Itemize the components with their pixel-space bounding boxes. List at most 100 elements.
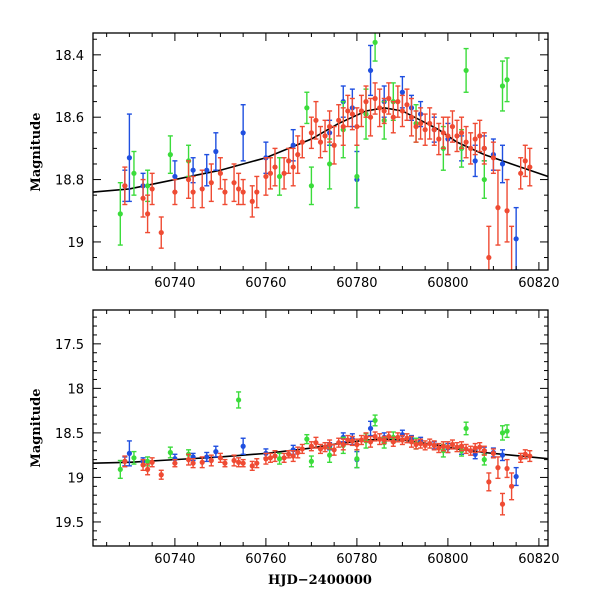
bottom-data-layer [93, 391, 548, 516]
top-x-tick-label: 60800 [427, 276, 468, 291]
bottom-series-2-point [249, 460, 255, 472]
bottom-series-1-point [499, 425, 506, 441]
top-y-tick-label: 18.6 [55, 111, 84, 126]
data-marker [281, 170, 287, 176]
data-marker [276, 456, 283, 462]
data-marker [145, 211, 151, 217]
data-marker [395, 99, 401, 105]
data-marker [481, 176, 487, 183]
top-series-2-point [436, 122, 442, 156]
data-marker [172, 189, 178, 195]
bottom-series-2-point [440, 441, 446, 452]
data-marker [263, 456, 269, 462]
bottom-series-2-point [418, 438, 424, 449]
data-marker [354, 173, 360, 180]
top-series-2-point [240, 178, 246, 206]
top-series-2-point [313, 100, 319, 140]
bottom-series-2-point [185, 453, 192, 466]
data-marker [249, 463, 255, 469]
data-marker [204, 454, 210, 460]
bottom-series-2-point [345, 434, 351, 446]
bottom-series-1-point [276, 452, 283, 465]
data-marker [240, 443, 246, 449]
top-series-1-point [304, 91, 310, 125]
top-series-1-point [167, 135, 173, 175]
data-marker [185, 457, 192, 463]
data-marker [472, 445, 478, 451]
top-series-2-point [254, 175, 260, 209]
bottom-series-2-point [217, 452, 223, 463]
bottom-series-2-point [267, 452, 274, 463]
data-marker [304, 436, 310, 442]
top-series-2-point [381, 97, 387, 125]
top-series-1-point [354, 144, 360, 209]
top-series-2-point [481, 132, 487, 165]
data-marker [117, 466, 123, 473]
data-marker [308, 130, 314, 136]
top-series-2-point [445, 116, 451, 156]
data-marker [399, 89, 405, 95]
data-marker [436, 136, 442, 142]
top-x-tick-label: 60780 [336, 276, 377, 291]
top-series-1-point [276, 157, 283, 196]
top-series-0-point [213, 132, 219, 171]
bottom-series-2-point [336, 437, 342, 448]
data-marker [126, 155, 132, 161]
bottom-series-2-point [308, 441, 314, 452]
data-marker [499, 452, 506, 458]
top-series-2-point [295, 135, 301, 175]
data-marker [504, 77, 510, 83]
data-marker [272, 164, 278, 170]
top-series-2-point [272, 147, 278, 187]
data-marker [236, 186, 242, 192]
top-series-2-point [454, 119, 460, 153]
data-marker [418, 120, 424, 127]
data-marker [527, 164, 533, 170]
data-marker [367, 114, 374, 120]
top-series-2-point [349, 97, 355, 131]
data-marker [208, 457, 214, 464]
data-marker [345, 108, 351, 114]
top-series-2-point [231, 163, 237, 203]
bottom-panel: 60740 60760 60780 60800 60820 17.5 18 18.5 19 19.… [29, 309, 560, 588]
data-marker [381, 108, 387, 114]
bottom-series-2-point [499, 492, 506, 516]
top-series-2-point [308, 116, 314, 150]
top-series-2-point [422, 113, 428, 146]
bottom-series-1-point [304, 433, 310, 445]
bottom-series-2-point [472, 442, 478, 454]
bottom-series-2-point [208, 454, 214, 467]
data-marker [140, 462, 146, 468]
top-series-2-point [222, 178, 228, 206]
bottom-series-1-point [354, 449, 360, 469]
data-marker [267, 455, 274, 461]
bottom-series-2-point [358, 434, 365, 446]
top-series-2-point [149, 172, 155, 206]
data-marker [408, 114, 415, 120]
data-marker [486, 479, 492, 485]
data-marker [522, 451, 528, 457]
data-marker [231, 180, 237, 186]
bottom-series-1-point [463, 421, 469, 436]
data-marker [500, 333, 505, 338]
bottom-series-2-point [122, 455, 128, 468]
bottom-series-2-point [468, 445, 474, 456]
top-series-2-point [331, 125, 337, 165]
data-marker [413, 123, 419, 130]
top-series-1-point [372, 33, 378, 62]
top-series-1-point [499, 60, 506, 112]
data-marker [122, 458, 128, 464]
data-marker [308, 183, 314, 189]
bottom-series-2-point [363, 432, 369, 443]
data-marker [249, 198, 255, 204]
top-series-2-point [290, 147, 296, 187]
top-y-axis-title: Magnitude [29, 112, 44, 191]
data-marker [236, 397, 242, 403]
top-series-2-point [500, 298, 505, 373]
top-series-2-point [367, 97, 374, 137]
bottom-series-2-point [349, 435, 355, 447]
data-marker [117, 211, 123, 217]
top-series-2-point [472, 122, 478, 156]
top-series-2-point [190, 175, 196, 209]
data-marker [126, 450, 132, 456]
